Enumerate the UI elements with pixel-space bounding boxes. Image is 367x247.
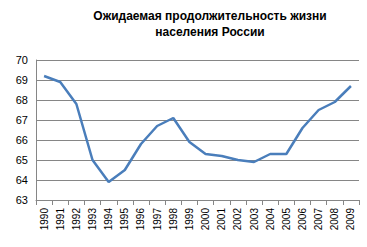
svg-text:66: 66 [16,134,28,146]
svg-text:1995: 1995 [119,208,130,231]
svg-text:1992: 1992 [71,208,82,231]
svg-text:70: 70 [16,54,28,66]
svg-text:2000: 2000 [200,208,211,231]
svg-text:65: 65 [16,154,28,166]
svg-text:64: 64 [16,174,28,186]
svg-text:1990: 1990 [39,208,50,231]
svg-text:2006: 2006 [297,208,308,231]
svg-text:Ожидаемая продолжительность жи: Ожидаемая продолжительность жизни [93,9,326,23]
svg-text:67: 67 [16,114,28,126]
svg-text:2009: 2009 [345,208,356,231]
svg-text:1998: 1998 [168,208,179,231]
svg-text:63: 63 [16,194,28,206]
svg-text:2002: 2002 [232,208,243,231]
svg-text:населения России: населения России [155,25,264,39]
svg-text:1997: 1997 [152,208,163,231]
svg-text:2007: 2007 [313,208,324,231]
svg-text:69: 69 [16,74,28,86]
svg-text:1993: 1993 [87,208,98,231]
svg-text:2003: 2003 [249,208,260,231]
svg-text:68: 68 [16,94,28,106]
svg-text:1996: 1996 [135,208,146,231]
svg-text:1994: 1994 [103,208,114,231]
svg-text:1991: 1991 [55,208,66,231]
svg-text:2008: 2008 [329,208,340,231]
svg-text:1999: 1999 [184,208,195,231]
svg-text:2005: 2005 [281,208,292,231]
svg-text:2004: 2004 [265,208,276,231]
svg-text:2001: 2001 [216,208,227,231]
